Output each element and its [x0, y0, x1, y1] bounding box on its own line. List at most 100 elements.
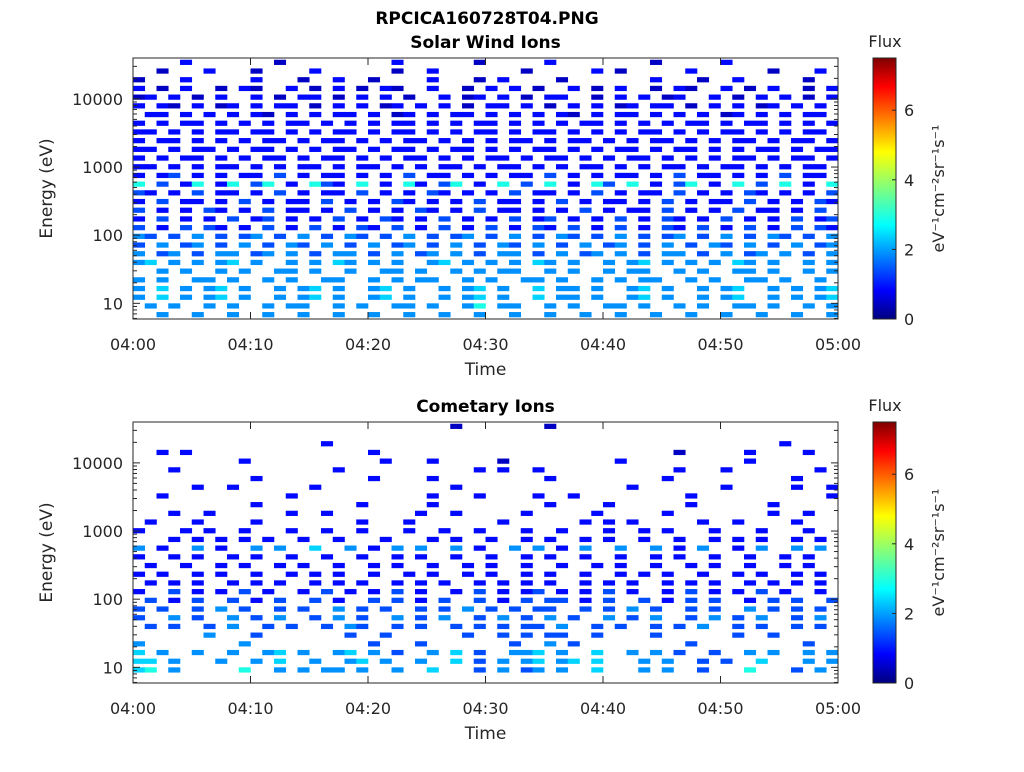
flux-cell [426, 277, 439, 283]
flux-cell [473, 597, 486, 603]
flux-cell [426, 251, 439, 257]
flux-cell [344, 545, 357, 551]
flux-cell [802, 94, 815, 100]
flux-cell [426, 207, 439, 213]
flux-cell [603, 181, 616, 187]
flux-cell [144, 597, 157, 603]
flux-cell [556, 120, 569, 126]
flux-cell [603, 597, 616, 603]
flux-cell [591, 103, 604, 109]
flux-cell [180, 181, 193, 187]
flux-cell [520, 667, 533, 673]
flux-cell [767, 649, 780, 656]
flux-cell [556, 277, 569, 283]
flux-cell [544, 103, 557, 109]
flux-cell [133, 172, 146, 179]
flux-cell [556, 658, 569, 664]
flux-cell [332, 216, 345, 222]
flux-cell [156, 111, 169, 118]
flux-cell [767, 294, 780, 300]
y-tick-label: 10000 [72, 90, 123, 109]
flux-cell [309, 545, 322, 551]
flux-cell [274, 667, 287, 673]
flux-cell [509, 129, 522, 135]
flux-cell [579, 164, 592, 170]
flux-cell [203, 285, 216, 292]
flux-cell [485, 172, 498, 179]
flux-cell [133, 294, 146, 300]
flux-cell [732, 164, 745, 170]
flux-cell [144, 303, 157, 309]
flux-cell [544, 312, 557, 318]
flux-cell [426, 77, 439, 83]
flux-cell [368, 562, 381, 569]
flux-cell [391, 103, 404, 109]
flux-cell [379, 632, 392, 638]
flux-cell [532, 545, 545, 551]
flux-cell [368, 164, 381, 170]
flux-cell [168, 536, 181, 543]
flux-cell [673, 111, 686, 118]
flux-cell [509, 641, 522, 647]
flux-cell [391, 649, 404, 656]
flux-cell [368, 259, 381, 266]
flux-cell [767, 233, 780, 239]
flux-cell [708, 606, 721, 612]
flux-cell [532, 589, 545, 595]
flux-cell [720, 111, 733, 118]
flux-cell [473, 649, 486, 656]
flux-cell [426, 458, 439, 464]
flux-cell [744, 458, 757, 464]
flux-cell [650, 59, 663, 65]
flux-cell [156, 198, 169, 205]
flux-cell [391, 545, 404, 551]
flux-cell [168, 510, 181, 516]
flux-cell [532, 606, 545, 612]
flux-cell [650, 190, 663, 196]
flux-cell [532, 667, 545, 673]
flux-cell [415, 251, 428, 257]
flux-cell [509, 233, 522, 239]
flux-cell [826, 181, 839, 187]
flux-cell [685, 85, 698, 92]
colorbar-tick-label: 6 [904, 101, 914, 120]
flux-cell [227, 111, 240, 118]
flux-cell [720, 233, 733, 239]
flux-cell [591, 146, 604, 152]
flux-cell [814, 580, 827, 586]
flux-cell [567, 641, 580, 647]
x-axis-label: Time [464, 360, 507, 380]
flux-cell [238, 85, 251, 92]
flux-cell [814, 216, 827, 222]
flux-cell [614, 216, 627, 222]
flux-cell [485, 277, 498, 283]
flux-cell [356, 233, 369, 239]
flux-cell [450, 251, 463, 257]
flux-cell [732, 77, 745, 83]
flux-cell [450, 207, 463, 213]
flux-cell [403, 242, 416, 248]
flux-cell [379, 606, 392, 612]
flux-cell [297, 138, 310, 144]
flux-cell [191, 571, 204, 577]
flux-cell [180, 562, 193, 569]
flux-cell [556, 233, 569, 239]
flux-cell [591, 225, 604, 231]
flux-cell [344, 242, 357, 248]
flux-cell [309, 216, 322, 222]
flux-cell [227, 103, 240, 109]
flux-cell [767, 68, 780, 74]
flux-cell [556, 77, 569, 83]
flux-cell [720, 294, 733, 300]
flux-cell [462, 606, 475, 612]
flux-cell [332, 146, 345, 152]
flux-cell [203, 294, 216, 300]
flux-cell [274, 294, 287, 300]
flux-cell [215, 606, 228, 612]
flux-cell [332, 580, 345, 586]
flux-cell [426, 198, 439, 205]
flux-cell [415, 138, 428, 144]
flux-cell [215, 259, 228, 266]
flux-cell [180, 294, 193, 300]
